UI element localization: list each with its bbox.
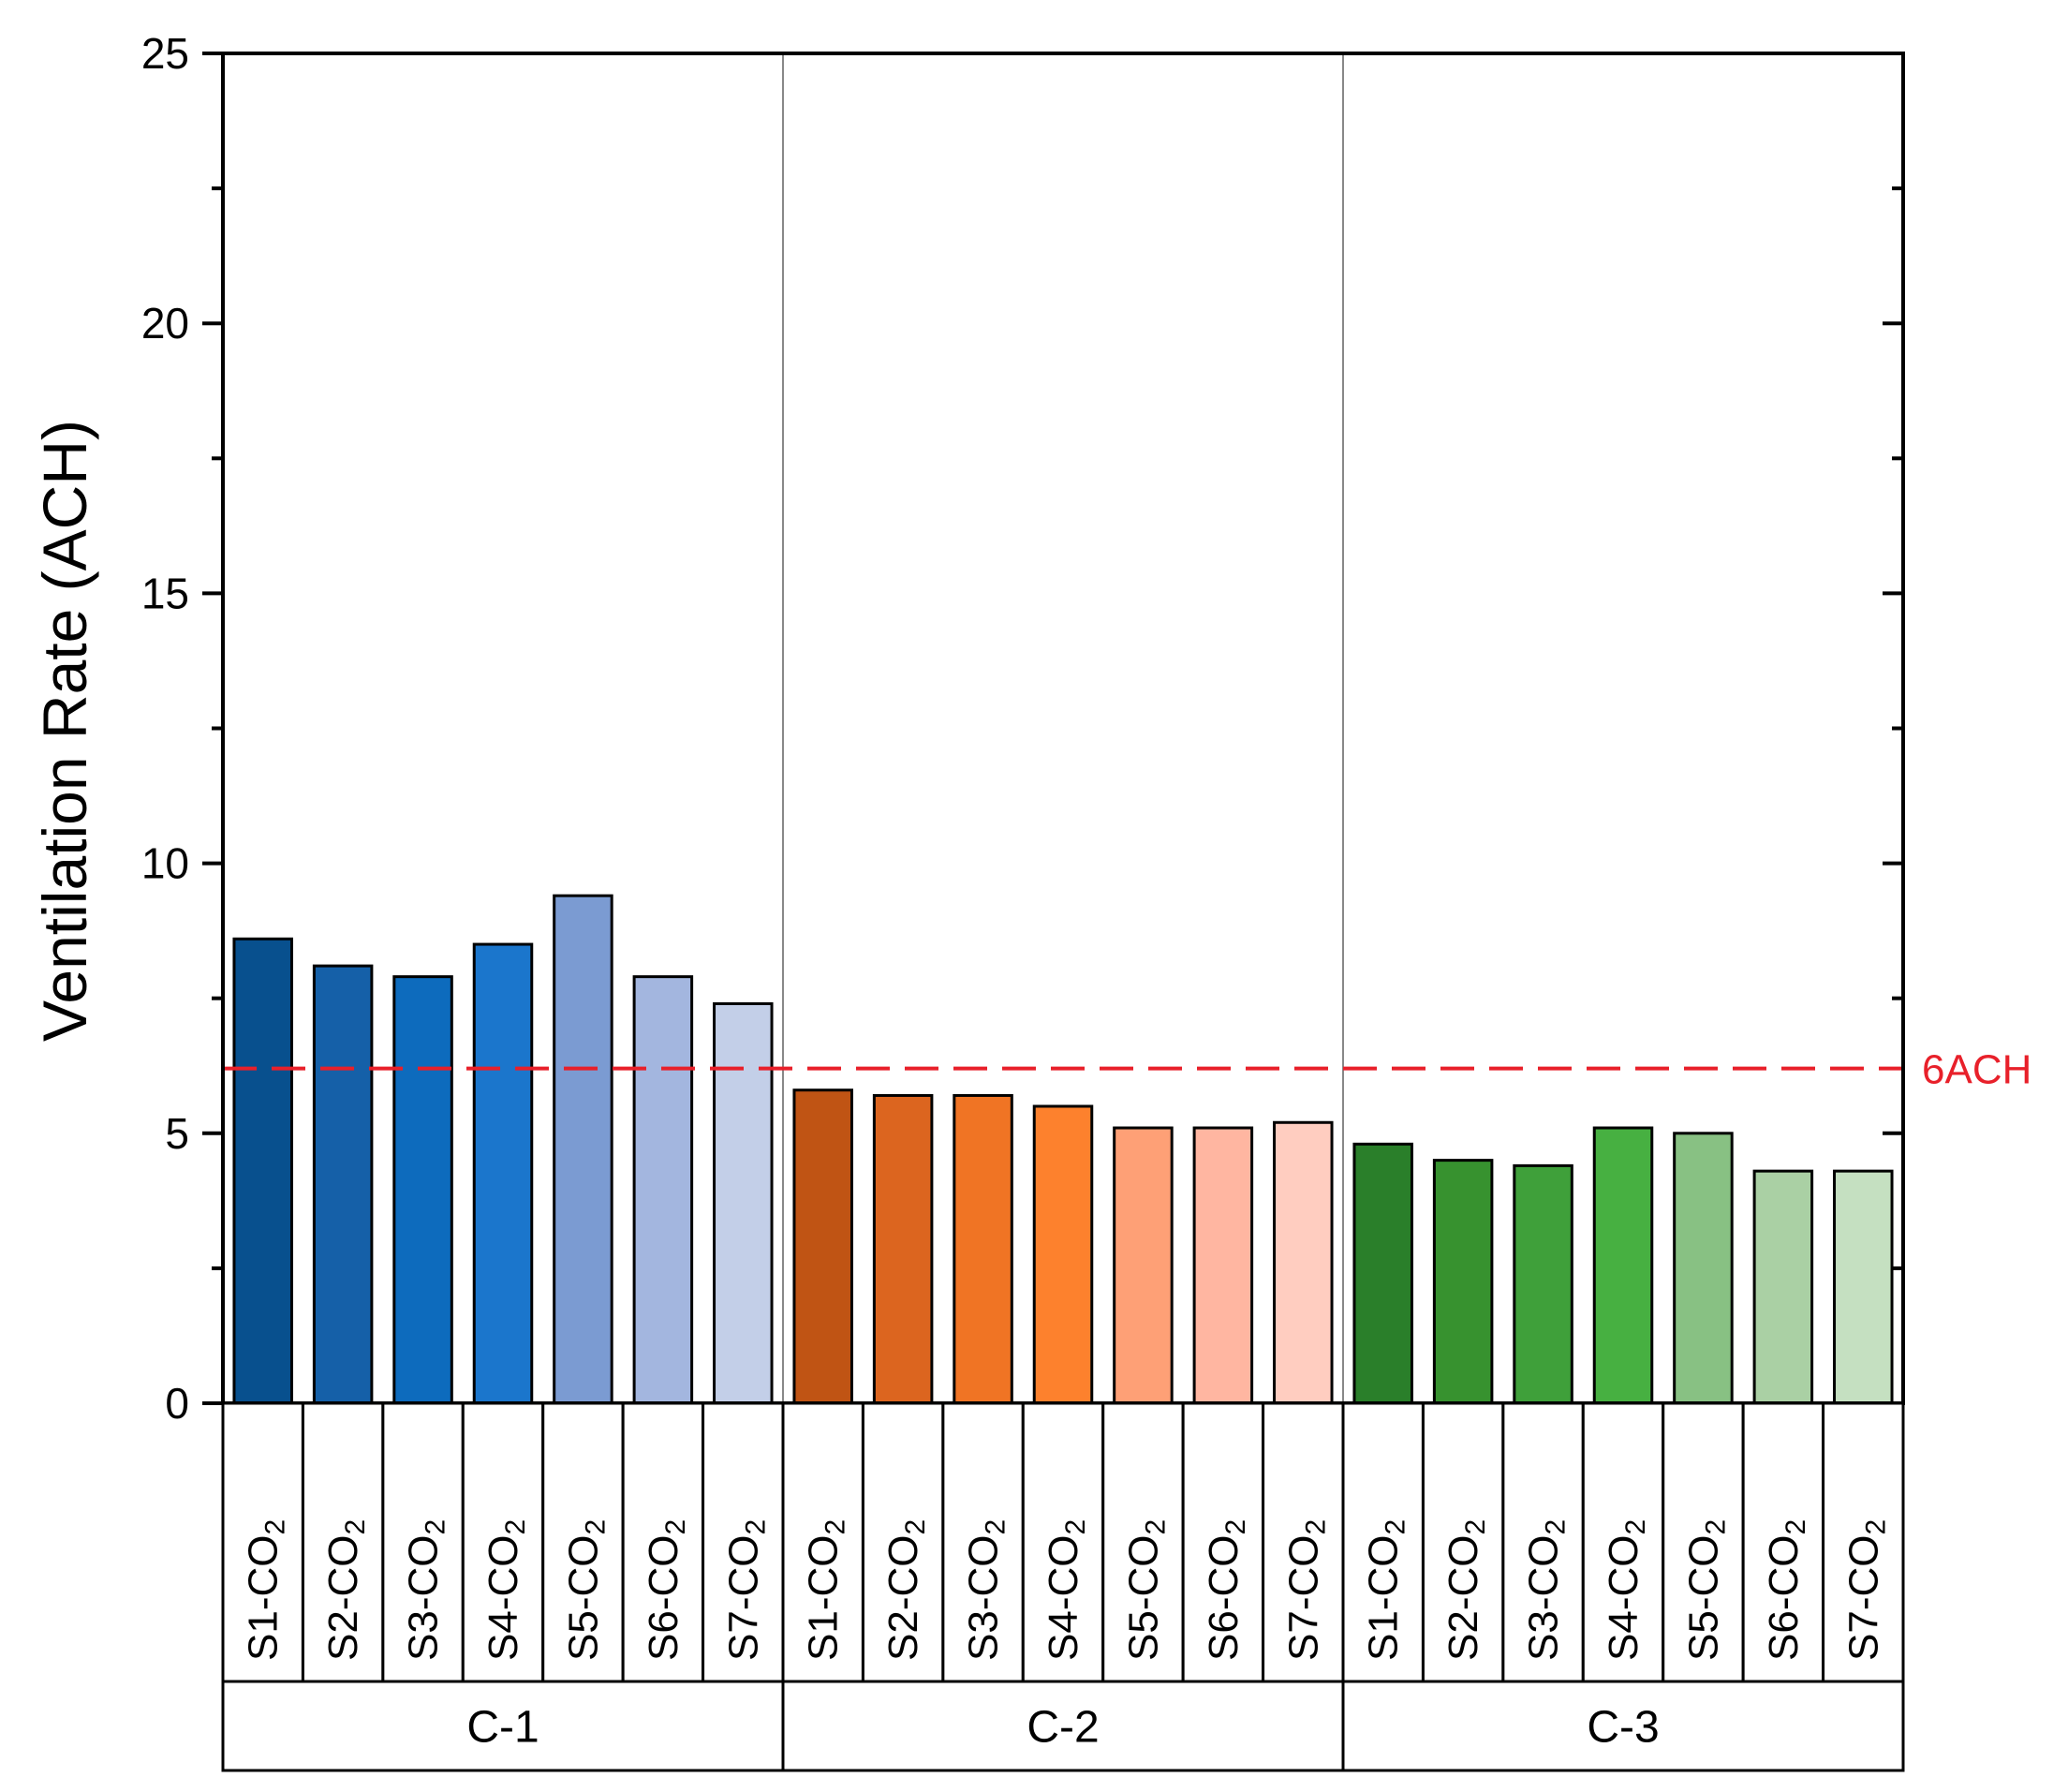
bar-c-3-2 bbox=[1432, 1159, 1494, 1405]
category-cell bbox=[1421, 1401, 1505, 1683]
y-tick-label: 15 bbox=[141, 569, 189, 617]
category-label: S7-CO2 bbox=[720, 1519, 771, 1661]
category-label: S6-CO2 bbox=[641, 1519, 691, 1661]
category-label: S1-CO2 bbox=[241, 1519, 291, 1661]
group-cell bbox=[781, 1680, 1345, 1772]
category-label: S2-CO2 bbox=[320, 1519, 371, 1661]
bar-c-3-4 bbox=[1592, 1126, 1654, 1405]
category-label: S7-CO2 bbox=[1280, 1519, 1331, 1661]
y-tick-label: 0 bbox=[165, 1379, 189, 1428]
y-tick-label: 5 bbox=[165, 1109, 189, 1158]
category-label: S3-CO2 bbox=[961, 1519, 1012, 1661]
bar-c-2-7 bbox=[1273, 1120, 1334, 1405]
bar-c-1-5 bbox=[553, 894, 613, 1405]
category-label: S6-CO2 bbox=[1761, 1519, 1811, 1661]
category-axis-table: S1-CO2 S2-CO2 S3-CO2 S4-CO2 S5-CO2 S6-CO2 S7-C… bbox=[221, 1401, 1905, 1772]
group-cell bbox=[1341, 1680, 1905, 1772]
bar-c-2-1 bbox=[792, 1089, 853, 1405]
reference-line-label: 6ACH bbox=[1922, 1047, 2031, 1093]
y-axis-title: Ventilation Rate (ACH) bbox=[30, 420, 99, 1042]
y-tick-label: 20 bbox=[141, 299, 189, 348]
category-cell bbox=[861, 1401, 945, 1683]
bar-c-1-4 bbox=[472, 942, 534, 1405]
bar-c-3-7 bbox=[1833, 1169, 1894, 1405]
group-label-c-2: C-2 bbox=[1027, 1703, 1099, 1753]
category-cell bbox=[1501, 1401, 1585, 1683]
category-label: S4-CO2 bbox=[1601, 1519, 1651, 1661]
category-cell bbox=[1021, 1401, 1105, 1683]
category-label: S2-CO2 bbox=[880, 1519, 931, 1661]
category-label: S4-CO2 bbox=[480, 1519, 531, 1661]
group-label-c-3: C-3 bbox=[1587, 1703, 1659, 1753]
category-label: S1-CO2 bbox=[1361, 1519, 1411, 1661]
bar-c-3-1 bbox=[1352, 1142, 1413, 1405]
bar-c-2-4 bbox=[1032, 1104, 1094, 1405]
group-cell bbox=[221, 1680, 785, 1772]
bar-c-3-3 bbox=[1513, 1163, 1573, 1405]
bar-c-2-6 bbox=[1192, 1126, 1254, 1405]
bar-c-2-5 bbox=[1113, 1126, 1174, 1405]
category-label: S1-CO2 bbox=[801, 1519, 851, 1661]
category-label: S5-CO2 bbox=[560, 1519, 611, 1661]
bar-c-1-7 bbox=[713, 1001, 774, 1405]
y-tick-label: 10 bbox=[141, 839, 189, 888]
category-label: S6-CO2 bbox=[1201, 1519, 1251, 1661]
bars bbox=[232, 894, 1894, 1405]
category-cell bbox=[781, 1401, 864, 1683]
bar-c-3-6 bbox=[1752, 1169, 1814, 1405]
bar-c-2-3 bbox=[953, 1093, 1013, 1405]
bar-c-1-3 bbox=[392, 975, 453, 1405]
category-label: S7-CO2 bbox=[1840, 1519, 1891, 1661]
bar-c-1-1 bbox=[232, 937, 293, 1405]
bar-c-1-6 bbox=[632, 975, 694, 1405]
category-label: S4-CO2 bbox=[1041, 1519, 1091, 1661]
category-cell bbox=[381, 1401, 465, 1683]
category-cell bbox=[301, 1401, 385, 1683]
category-label: S3-CO2 bbox=[1521, 1519, 1572, 1661]
category-label: S5-CO2 bbox=[1120, 1519, 1171, 1661]
group-separators bbox=[782, 53, 1344, 1403]
reference-line-group: 6ACH bbox=[223, 1047, 2031, 1093]
category-label: S3-CO2 bbox=[401, 1519, 451, 1661]
category-label: S5-CO2 bbox=[1680, 1519, 1731, 1661]
bar-c-3-5 bbox=[1673, 1132, 1734, 1405]
y-tick-label: 25 bbox=[141, 29, 189, 78]
category-cell bbox=[221, 1401, 304, 1683]
category-label: S2-CO2 bbox=[1440, 1519, 1491, 1661]
category-cell bbox=[1181, 1401, 1265, 1683]
bar-c-1-2 bbox=[312, 964, 374, 1405]
bar-c-2-2 bbox=[872, 1093, 934, 1405]
group-label-c-1: C-1 bbox=[466, 1703, 539, 1753]
